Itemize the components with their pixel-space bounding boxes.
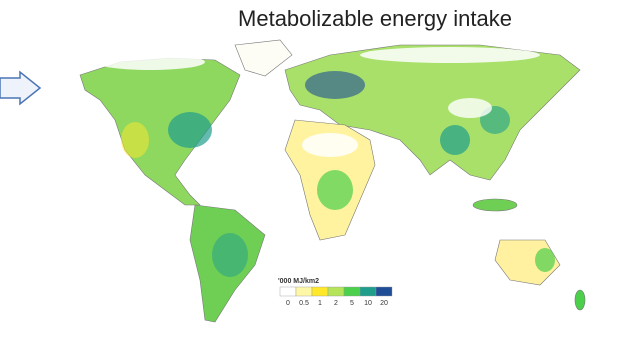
- arctic-shade: [95, 54, 205, 70]
- low-intake: [121, 122, 149, 158]
- low-intake: [448, 98, 492, 118]
- high-intake: [305, 71, 365, 99]
- legend-swatch: [344, 287, 360, 296]
- legend-swatch: [376, 287, 392, 296]
- new-zealand: [575, 290, 585, 310]
- arctic-shade: [360, 47, 540, 63]
- high-intake: [440, 125, 470, 155]
- legend-label: 5: [350, 300, 354, 307]
- page: Metabolizable energy intake '000 MJ/km2 …: [0, 0, 629, 338]
- legend-swatch: [296, 287, 312, 296]
- legend-swatch: [328, 287, 344, 296]
- high-intake: [168, 112, 212, 148]
- legend-label: 0.5: [299, 300, 309, 307]
- legend-swatch: [360, 287, 376, 296]
- map-title: Metabolizable energy intake: [238, 6, 512, 31]
- legend-label: 1: [318, 300, 322, 307]
- legend-title: '000 MJ/km2: [278, 278, 319, 285]
- legend-label: 10: [364, 300, 372, 307]
- legend-label: 20: [380, 300, 388, 307]
- mid-intake: [535, 248, 555, 272]
- legend-label: 0: [286, 300, 290, 307]
- legend-swatch: [312, 287, 328, 296]
- low-intake: [302, 133, 358, 157]
- high-intake: [212, 233, 248, 277]
- indonesia: [473, 199, 517, 211]
- mid-intake: [317, 170, 353, 210]
- legend-label: 2: [334, 300, 338, 307]
- legend-swatch: [280, 287, 296, 296]
